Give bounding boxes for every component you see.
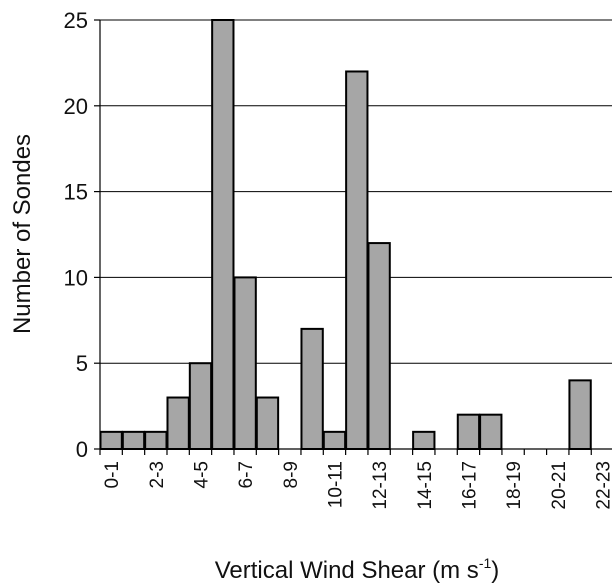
bar-0-1 bbox=[99, 430, 123, 450]
y-tick-label-0: 0 bbox=[76, 437, 88, 462]
y-tick-label-20: 20 bbox=[64, 94, 88, 119]
bar-3-4 bbox=[166, 396, 190, 450]
bar-9-10 bbox=[300, 327, 324, 451]
bar-7-8 bbox=[255, 396, 280, 450]
x-tick-label-16-17: 16-17 bbox=[459, 461, 480, 510]
x-tick-label-12-13: 12-13 bbox=[370, 461, 391, 510]
y-axis-title: Number of Sondes bbox=[9, 134, 36, 334]
bar-5-6 bbox=[211, 19, 235, 450]
x-tick-label-0-1: 0-1 bbox=[102, 461, 123, 488]
x-tick-labels: 0-1 2-3 4-5 6-7 8-9 10-11 12-13 14-15 16-17 18-19… bbox=[102, 461, 612, 510]
bar-17-18 bbox=[479, 413, 503, 450]
x-tick-label-14-15: 14-15 bbox=[415, 461, 436, 510]
y-tick-label-10: 10 bbox=[64, 265, 88, 290]
x-axis-title-main: Vertical Wind Shear (m s bbox=[215, 557, 479, 584]
x-tick-label-10-11: 10-11 bbox=[325, 461, 346, 508]
y-tick-label-5: 5 bbox=[76, 351, 88, 376]
x-axis-title: Vertical Wind Shear (m s-1) bbox=[215, 555, 500, 584]
bar-14-15 bbox=[412, 430, 436, 450]
x-tick-label-8-9: 8-9 bbox=[281, 461, 302, 488]
bar-12-13 bbox=[367, 242, 391, 450]
bar-10-11 bbox=[322, 430, 347, 450]
axes bbox=[94, 19, 612, 455]
y-tick-label-25: 25 bbox=[64, 8, 88, 33]
x-tick-label-18-19: 18-19 bbox=[504, 461, 525, 510]
y-tick-label-15: 15 bbox=[64, 180, 88, 205]
bar-6-7 bbox=[233, 276, 257, 450]
bar-11-12 bbox=[345, 70, 369, 450]
bar-4-5 bbox=[188, 362, 213, 451]
x-tick-label-4-5: 4-5 bbox=[191, 461, 212, 488]
bar-2-3 bbox=[144, 430, 168, 450]
bar-16-17 bbox=[456, 413, 481, 450]
x-axis-title-suffix: ) bbox=[491, 557, 499, 584]
x-tick-label-20-21: 20-21 bbox=[549, 461, 570, 510]
x-tick-label-2-3: 2-3 bbox=[147, 461, 168, 488]
bars bbox=[99, 19, 592, 451]
bar-1-2 bbox=[121, 430, 146, 450]
x-tick-label-6-7: 6-7 bbox=[236, 461, 257, 488]
y-tick-labels: 0 5 10 15 20 25 bbox=[64, 8, 88, 462]
x-tick-label-22-23: 22-23 bbox=[593, 461, 612, 510]
bar-21-22 bbox=[568, 379, 592, 450]
x-axis-title-superscript: -1 bbox=[479, 555, 492, 571]
